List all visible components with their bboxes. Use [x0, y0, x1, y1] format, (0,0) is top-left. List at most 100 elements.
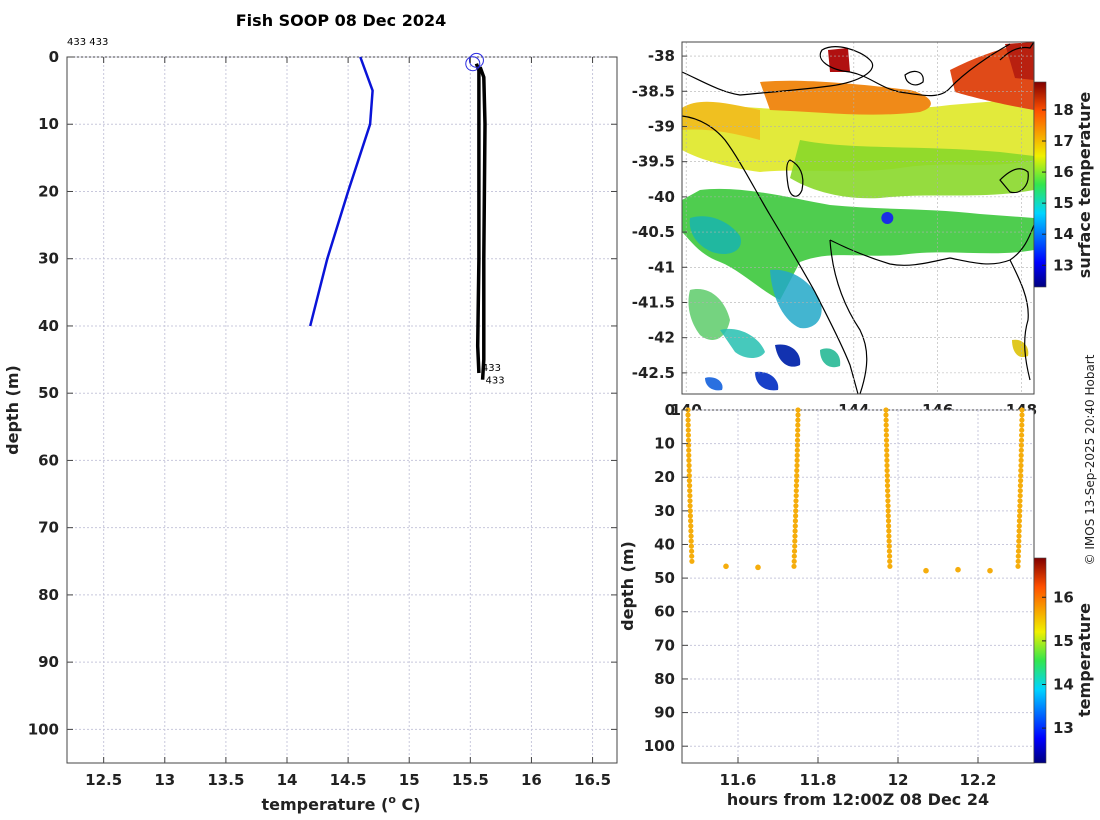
profile-start-marker — [465, 56, 481, 72]
map-y-tick-label: -40.5 — [632, 223, 675, 241]
section-data-point — [686, 452, 692, 458]
profile-x-tick-label: 14 — [277, 771, 298, 789]
section-y-tick-label: 30 — [654, 502, 675, 520]
section-data-point — [1017, 483, 1024, 489]
section-data-point — [884, 467, 890, 474]
section-data-point — [887, 553, 893, 559]
map-y-tick-label: -41 — [648, 258, 675, 276]
section-colorbar-tick-label: 14 — [1053, 675, 1074, 693]
profile-x-tick-label: 14.5 — [330, 771, 367, 789]
profile-y-tick-label: 50 — [38, 384, 59, 402]
section-data-point — [1016, 543, 1022, 549]
section-data-point — [887, 558, 893, 564]
section-data-point — [688, 518, 694, 524]
section-data-point — [883, 437, 890, 443]
section-data-point — [685, 422, 691, 428]
profile-x-tick-label: 16.5 — [574, 771, 611, 789]
section-data-point — [1019, 427, 1025, 433]
section-data-point — [687, 508, 693, 514]
section-data-point — [883, 427, 889, 433]
section-data-point — [1018, 462, 1024, 469]
section-data-point — [791, 553, 797, 559]
section-data-point — [792, 518, 799, 524]
section-data-point — [687, 503, 693, 509]
section-data-point — [885, 503, 891, 509]
section-data-point — [883, 412, 889, 418]
profile-y-tick-label: 30 — [38, 250, 59, 268]
section-data-point — [987, 567, 993, 574]
profile-433-line — [478, 66, 487, 380]
profile-y-tick-label: 20 — [38, 182, 59, 200]
section-data-point — [686, 447, 692, 453]
map-y-tick-label: -41.5 — [632, 293, 675, 311]
section-data-point — [792, 538, 798, 544]
section-data-point — [883, 432, 890, 438]
section-data-point — [755, 564, 761, 571]
section-y-tick-label: 50 — [654, 569, 675, 587]
profile-x-tick-label: 16 — [521, 771, 542, 789]
section-data-point — [793, 493, 799, 499]
profile-end-label: 433 — [482, 363, 501, 374]
section-y-tick-label: 0 — [665, 401, 675, 419]
profile-x-tick-label: 12.5 — [85, 771, 122, 789]
section-y-tick-label: 60 — [654, 603, 675, 621]
section-data-point — [1015, 558, 1021, 564]
section-y-tick-label: 90 — [654, 704, 675, 722]
section-data-point — [686, 467, 692, 474]
section-data-point — [1016, 523, 1022, 529]
section-data-point — [791, 548, 798, 554]
section-data-point — [688, 533, 694, 539]
section-x-tick-label: 11.8 — [799, 771, 836, 789]
section-data-point — [685, 437, 692, 443]
map-colorbar-tick-label: 13 — [1053, 256, 1074, 274]
section-data-point — [884, 457, 890, 463]
map-colorbar-tick-label: 17 — [1053, 132, 1074, 150]
profile-y-tick-label: 40 — [38, 317, 59, 335]
section-data-point — [685, 417, 691, 423]
profile-433-line — [474, 63, 481, 374]
section-data-point — [1018, 437, 1025, 443]
sst-field — [682, 42, 1034, 391]
map-colorbar-tick-label: 14 — [1053, 225, 1074, 243]
section-data-point — [1019, 417, 1025, 423]
map-y-tick-label: -39 — [648, 117, 675, 135]
section-y-axis-label: depth (m) — [618, 541, 637, 631]
section-data-point — [794, 447, 800, 453]
section-data-point — [1018, 467, 1024, 474]
section-data-point — [1017, 498, 1023, 504]
section-data-point — [795, 432, 801, 438]
section-data-point — [792, 533, 798, 539]
section-data-point — [793, 513, 799, 519]
credit-text: © IMOS 13-Sep-2025 20:40 Hobart — [1083, 354, 1097, 565]
section-data-point — [792, 543, 798, 549]
section-colorbar-tick-label: 15 — [1053, 632, 1074, 650]
section-data-point — [688, 523, 694, 529]
profile-top-label: 433 433 — [67, 37, 108, 48]
section-data-point — [794, 478, 800, 484]
section-data-point — [687, 483, 693, 489]
profile-y-tick-label: 100 — [28, 720, 59, 738]
section-data-point — [885, 518, 892, 524]
section-data-point — [791, 563, 797, 569]
section-data-point — [687, 493, 693, 499]
climatology-line — [308, 56, 374, 327]
profile-y-tick-label: 0 — [49, 48, 59, 66]
section-data-point — [686, 478, 693, 484]
section-data-point — [687, 513, 694, 519]
section-data-point — [886, 543, 892, 549]
section-data-point — [687, 498, 693, 504]
section-data-point — [885, 493, 891, 499]
profile-chart: 433 433 12.5 13 13.5 14 14.5 15 15.5 16 16.5 0 10 2… — [3, 37, 618, 814]
section-data-point — [1016, 538, 1022, 544]
section-data-point — [1017, 513, 1023, 519]
section-y-tick-label: 100 — [644, 737, 675, 755]
profile-y-tick-label: 80 — [38, 586, 59, 604]
section-data-point — [685, 412, 691, 418]
section-data-point — [1017, 488, 1023, 494]
section-data-point — [1018, 442, 1024, 448]
section-data-point — [886, 538, 892, 544]
section-data-point — [1016, 533, 1022, 539]
section-data-point — [883, 417, 889, 423]
section-data-point — [1015, 553, 1021, 559]
